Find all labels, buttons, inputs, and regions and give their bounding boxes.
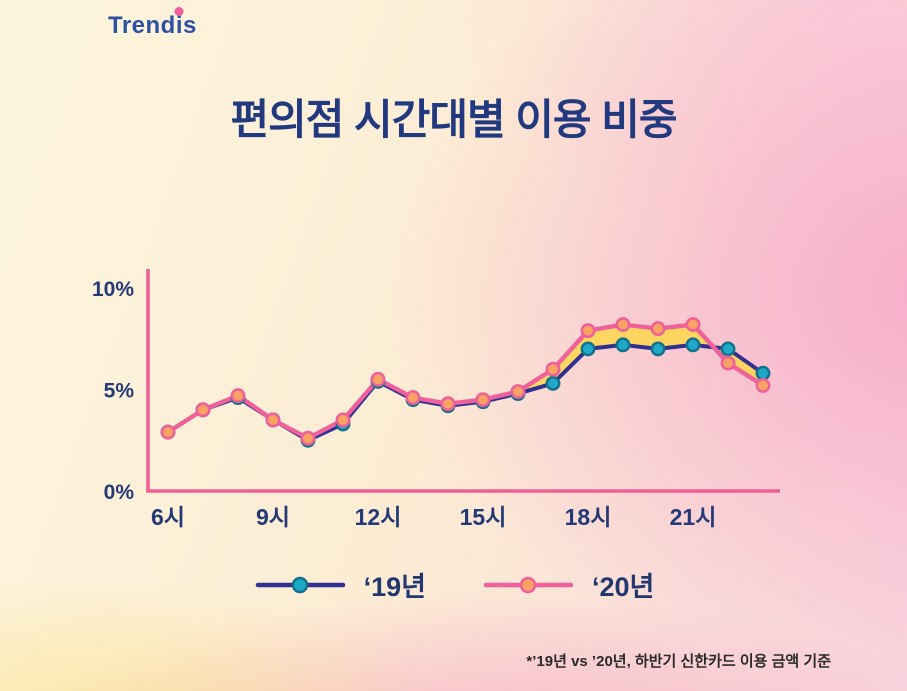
x-tick-label: 21시 xyxy=(670,504,717,530)
logo-text-2: s xyxy=(183,12,197,39)
legend-dot-2019 xyxy=(291,576,308,593)
legend-swatch-2019 xyxy=(255,576,345,593)
data-point-2019 xyxy=(545,375,561,391)
logo-i-pink-dot: i xyxy=(175,12,184,39)
data-point-2020 xyxy=(545,361,561,377)
data-point-2020 xyxy=(685,317,701,332)
page-title-rest: 시간대별 이용 비중 xyxy=(343,96,677,143)
page-title: 편의점 시간대별 이용 비중 xyxy=(0,86,907,147)
data-point-2020 xyxy=(335,412,351,428)
fill-between-band xyxy=(168,324,763,441)
data-point-2019 xyxy=(685,337,701,353)
chart-axes xyxy=(146,269,780,493)
trendis-logo: Trendis xyxy=(108,12,197,40)
data-point-2020 xyxy=(300,430,316,446)
data-point-2020 xyxy=(195,402,211,418)
chart-legend: ‘19년 ‘20년 xyxy=(0,565,907,604)
legend-dot-2020 xyxy=(519,576,537,593)
data-point-2019 xyxy=(615,337,631,353)
legend-item-2020: ‘20년 xyxy=(481,565,654,604)
data-point-2020 xyxy=(755,377,771,393)
data-point-2020 xyxy=(580,323,596,339)
data-point-2020 xyxy=(510,384,526,399)
data-point-2020 xyxy=(405,390,421,406)
data-point-2020 xyxy=(160,424,176,440)
logo-text-1: Trend xyxy=(108,12,176,39)
legend-item-2019: ‘19년 xyxy=(253,565,426,604)
data-point-2020 xyxy=(650,321,666,337)
x-tick-label: 6시 xyxy=(151,504,185,530)
legend-swatch-2020 xyxy=(483,576,574,593)
x-tick-label: 9시 xyxy=(256,504,290,530)
series-line-2019 xyxy=(166,342,765,443)
data-point-2019 xyxy=(650,341,666,357)
y-tick-label: 5% xyxy=(104,380,135,403)
y-tick-label: 0% xyxy=(104,481,135,504)
data-point-2020 xyxy=(475,392,491,408)
data-point-2019 xyxy=(720,341,736,357)
data-point-2019 xyxy=(755,365,771,381)
legend-label-2019: ‘19년 xyxy=(363,572,426,602)
x-tick-label: 15시 xyxy=(460,504,507,530)
data-point-2020 xyxy=(720,355,736,371)
data-point-2019 xyxy=(580,341,596,357)
data-point-2020 xyxy=(440,396,456,412)
usage-line-chart: 0% 5% 10% 6시 9시 12시 15시 18시 21시 xyxy=(88,266,808,566)
data-point-2020 xyxy=(265,412,281,428)
line-chart-svg: 0% 5% 10% 6시 9시 12시 15시 18시 21시 xyxy=(92,269,780,530)
data-point-2020 xyxy=(615,317,631,332)
x-tick-label: 18시 xyxy=(565,504,612,530)
data-point-2020 xyxy=(230,388,246,404)
footnote: *’19년 vs ’20년, 하반기 신한카드 이용 금액 기준 xyxy=(526,653,831,670)
x-tick-label: 12시 xyxy=(355,504,402,530)
y-tick-label: 10% xyxy=(92,278,134,301)
page-title-bold: 편의점 xyxy=(230,96,344,143)
data-point-2020 xyxy=(370,371,386,387)
legend-label-2020: ‘20년 xyxy=(592,572,655,602)
